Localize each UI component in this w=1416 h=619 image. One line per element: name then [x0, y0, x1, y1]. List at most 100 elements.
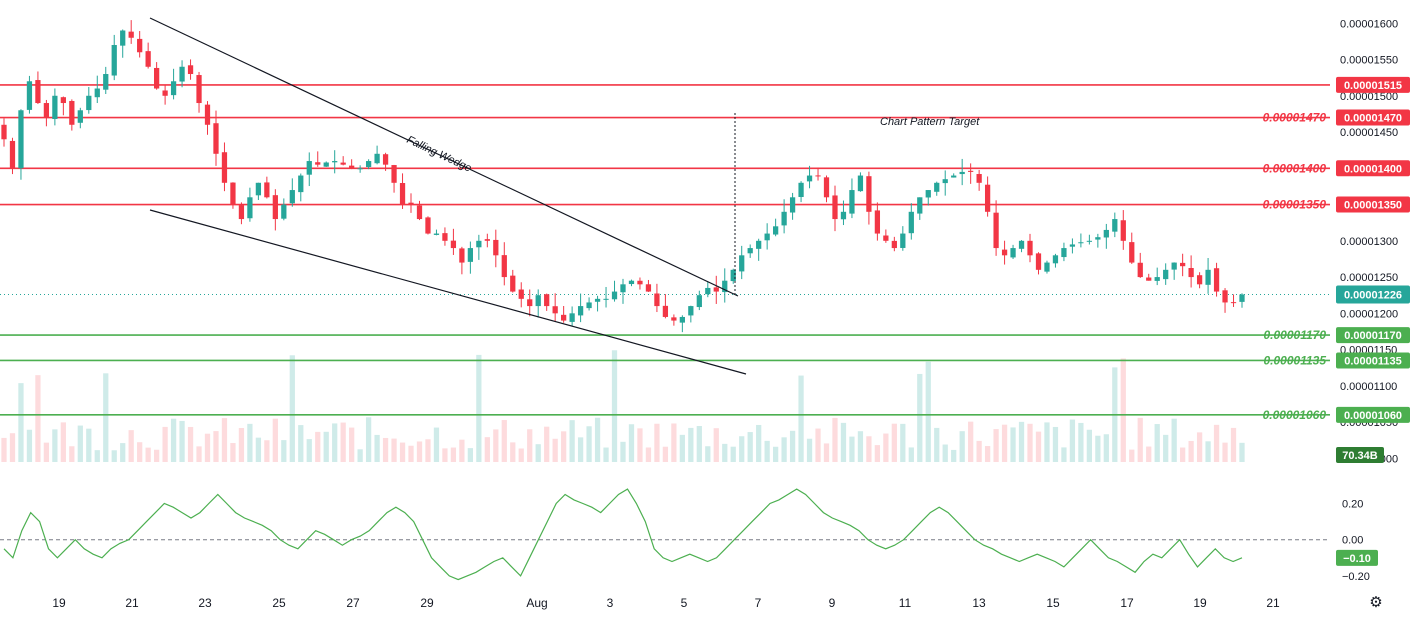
candle-body [187, 65, 194, 75]
volume-bar [1069, 419, 1076, 462]
volume-bar [433, 427, 440, 462]
candle-body [145, 51, 151, 67]
volume-bar [425, 439, 431, 462]
candle-body [577, 306, 584, 316]
volume-bar [315, 431, 321, 462]
volume-bar [1180, 447, 1186, 462]
volume-bar [561, 431, 567, 462]
volume-bar [993, 429, 999, 462]
candle-body [510, 275, 516, 292]
oscillator-badge [1336, 549, 1378, 566]
candle-body [798, 182, 804, 198]
volume-bar [43, 442, 50, 462]
candle-body [637, 280, 643, 285]
volume-bar [1001, 424, 1008, 462]
volume-bar [654, 423, 660, 462]
candle-body [628, 280, 635, 285]
candle-body [671, 317, 677, 321]
candle-body [332, 161, 338, 163]
price-axis-tick: 0.00001300 [1340, 236, 1398, 248]
volume-bar [340, 422, 346, 462]
oscillator-axis-tick: −0.20 [1342, 571, 1370, 583]
candle-body [391, 165, 397, 183]
volume-bar [925, 361, 931, 462]
volume-bar [187, 426, 194, 462]
volume-bar [162, 426, 168, 462]
volume-bar [18, 383, 24, 462]
candle-body [1018, 240, 1025, 249]
candle-body [459, 248, 465, 263]
candle-body [137, 38, 143, 53]
volume-bar [94, 450, 100, 462]
volume-bar [883, 433, 889, 462]
volume-bar [823, 443, 830, 462]
volume-bar [620, 441, 626, 462]
volume-bar [459, 439, 465, 462]
volume-bar [1120, 358, 1126, 462]
volume-bar [1163, 434, 1169, 462]
volume-bar [696, 426, 702, 462]
volume-bar [264, 440, 270, 462]
candle-body [1188, 268, 1194, 278]
volume-bar [332, 423, 338, 462]
candle-body [179, 66, 185, 82]
oscillator-line [3, 488, 1243, 581]
candle-body [662, 305, 669, 317]
volume-bar [272, 418, 278, 462]
candle-body [1171, 262, 1177, 270]
candle-body [968, 170, 974, 172]
candle-body [993, 212, 999, 249]
wedge-upper-line [149, 17, 739, 297]
volume-bar [128, 430, 134, 462]
candle-body [874, 210, 881, 234]
candle-body [247, 197, 253, 219]
candle-body [611, 291, 618, 300]
price-axis-tick: 0.00001100 [1340, 381, 1397, 393]
candle-body [620, 284, 626, 293]
volume-bar [1035, 431, 1042, 462]
price-axis-tick: 0.00001600 [1340, 18, 1398, 30]
candle-body [976, 174, 982, 183]
volume-bar [1146, 446, 1152, 462]
candle-body [942, 179, 948, 184]
volume-bar [713, 428, 719, 462]
date-axis-tick: 23 [198, 596, 212, 610]
volume-badge [1336, 447, 1384, 463]
resistance-level-badge [1336, 196, 1410, 213]
gear-icon[interactable]: ⚙ [1369, 593, 1383, 611]
volume-bar [1061, 447, 1067, 462]
date-axis-tick: 9 [829, 596, 836, 610]
candle-body [679, 316, 685, 323]
volume-bar [781, 437, 787, 462]
volume-bar [815, 428, 821, 462]
candle-body [1196, 275, 1203, 285]
volume-bar [722, 443, 728, 462]
volume-bar [1086, 429, 1092, 462]
volume-bar [1205, 441, 1211, 462]
candle-body [840, 211, 847, 220]
date-axis-tick: 29 [420, 596, 434, 610]
candle-body [94, 88, 100, 98]
volume-bar [891, 423, 897, 462]
candle-body [374, 153, 380, 164]
volume-bar [789, 430, 796, 462]
volume-bar [145, 447, 151, 462]
volume-bar [1239, 442, 1245, 462]
support-level-left-label: 0.00001170 [1263, 328, 1326, 342]
candle-body [654, 293, 660, 307]
candle-body [705, 287, 711, 295]
date-axis-tick: 15 [1046, 596, 1060, 610]
candle-body [739, 255, 745, 272]
candle-body [60, 97, 66, 104]
volume-bar [951, 449, 957, 462]
volume-bar [111, 450, 117, 462]
candle-body [789, 197, 796, 213]
date-axis-tick: 27 [346, 596, 360, 610]
candle-body [476, 240, 482, 248]
candle-body [959, 171, 965, 175]
volume-bar [1078, 422, 1084, 462]
support-level-badge-label: 0.00001060 [1344, 410, 1402, 422]
resistance-level-badge [1336, 76, 1410, 93]
